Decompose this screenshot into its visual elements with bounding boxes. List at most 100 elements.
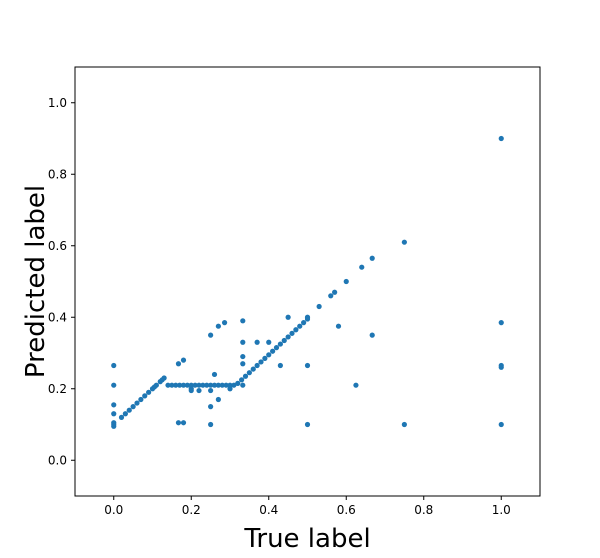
y-axis-label: Predicted label <box>21 185 51 378</box>
data-point <box>285 314 291 320</box>
data-point <box>208 404 214 410</box>
data-point <box>188 387 194 394</box>
data-point <box>281 337 287 344</box>
data-point <box>130 404 136 410</box>
data-point <box>262 355 268 361</box>
data-point <box>301 320 307 326</box>
data-point <box>146 389 152 395</box>
data-point <box>188 382 194 388</box>
data-point <box>196 387 202 394</box>
data-point <box>184 382 190 388</box>
data-point <box>215 396 221 403</box>
data-point <box>270 348 276 354</box>
data-point <box>161 375 167 381</box>
data-point <box>177 382 183 388</box>
y-tick-label: 0.4 <box>48 310 67 324</box>
data-point <box>169 382 175 388</box>
data-point <box>142 393 148 399</box>
data-point <box>242 373 249 379</box>
data-point <box>304 421 311 428</box>
data-point <box>304 314 311 320</box>
data-point <box>273 345 280 351</box>
x-tick-label: 0.2 <box>182 503 201 517</box>
data-point <box>335 323 342 329</box>
data-point <box>266 352 272 358</box>
data-point <box>200 382 206 388</box>
data-point <box>111 420 117 426</box>
data-point <box>211 382 218 388</box>
data-point <box>240 318 246 324</box>
data-point <box>328 293 334 299</box>
data-point <box>138 396 144 403</box>
x-tick-label: 0.6 <box>337 503 356 517</box>
data-point <box>219 382 225 388</box>
data-point <box>239 377 245 383</box>
data-point <box>369 332 375 338</box>
data-point <box>173 382 179 388</box>
y-tick-label: 0.8 <box>48 167 67 181</box>
data-point <box>221 320 228 326</box>
data-point <box>153 382 159 388</box>
y-tick-label: 0.6 <box>48 239 67 253</box>
data-point <box>266 339 272 345</box>
data-point <box>122 411 128 417</box>
data-point <box>289 330 295 336</box>
data-point <box>231 382 237 388</box>
data-point <box>208 332 214 338</box>
data-point <box>343 278 349 285</box>
data-point <box>359 264 365 270</box>
data-point <box>175 420 182 426</box>
data-point <box>192 382 198 388</box>
data-points <box>111 135 504 429</box>
data-point <box>215 323 221 329</box>
plot-background <box>75 67 540 496</box>
data-point <box>293 327 299 333</box>
y-tick-label: 0.2 <box>48 382 67 396</box>
data-point <box>277 362 283 369</box>
data-point <box>126 407 132 413</box>
data-point <box>180 357 187 363</box>
data-point <box>254 339 260 345</box>
data-point <box>250 366 256 372</box>
data-point <box>223 382 229 388</box>
data-point <box>401 421 407 428</box>
data-point <box>240 339 246 345</box>
data-point <box>208 387 214 394</box>
data-point <box>111 402 117 408</box>
data-point <box>211 371 218 378</box>
data-point <box>498 320 504 326</box>
data-point <box>165 382 171 388</box>
data-point <box>316 303 322 310</box>
x-tick-label: 1.0 <box>492 503 511 517</box>
data-point <box>208 382 214 388</box>
data-point <box>227 382 233 388</box>
data-point <box>180 382 187 388</box>
data-point <box>215 382 221 388</box>
data-point <box>240 353 246 360</box>
data-point <box>111 382 117 388</box>
data-point <box>240 382 246 388</box>
data-point <box>297 323 303 329</box>
data-point <box>196 382 202 388</box>
data-point <box>246 370 252 376</box>
data-point <box>285 334 291 340</box>
x-tick-label: 0.8 <box>414 503 433 517</box>
data-point <box>258 359 264 365</box>
data-point <box>134 400 140 406</box>
data-point <box>240 361 246 367</box>
data-point <box>180 420 187 426</box>
data-point <box>204 382 210 388</box>
data-point <box>498 421 504 428</box>
data-point <box>118 414 125 420</box>
data-point <box>369 255 375 261</box>
x-axis-ticks: 0.0 0.2 0.4 0.6 0.8 1.0 <box>104 496 511 517</box>
x-tick-label: 0.4 <box>259 503 278 517</box>
data-point <box>332 289 338 295</box>
data-point <box>498 362 504 369</box>
y-tick-label: 1.0 <box>48 96 67 110</box>
plot-frame <box>74 66 541 497</box>
data-point <box>208 421 214 428</box>
y-tick-label: 0.0 <box>48 453 67 467</box>
data-point <box>254 362 260 369</box>
